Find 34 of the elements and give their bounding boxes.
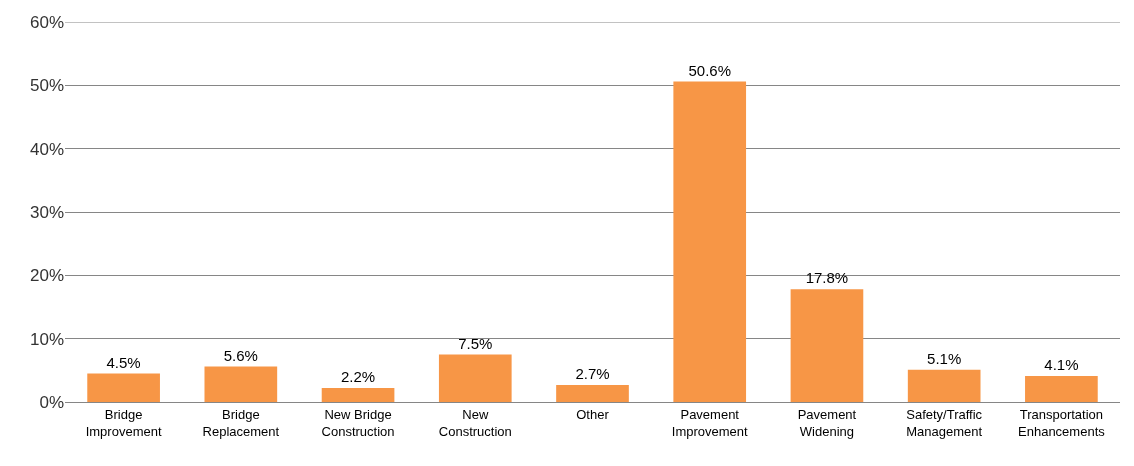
data-label: 4.1% (1044, 356, 1079, 374)
x-tick-label: Other (576, 406, 610, 422)
x-tick-label: Pavement Widening (797, 406, 857, 439)
data-label: 50.6% (688, 61, 731, 79)
data-label: 7.5% (458, 334, 493, 352)
y-tick-label: 40% (29, 139, 64, 159)
x-tick-label: Bridge Replacement (202, 406, 280, 439)
bar (321, 388, 395, 402)
bar (673, 81, 747, 402)
bar (204, 366, 278, 402)
x-tick-label: New Bridge Construction (321, 406, 395, 439)
x-tick-label: Safety/Traffic Management (906, 406, 983, 439)
x-tick-label: Pavement Improvement (671, 406, 749, 439)
y-tick-label: 50% (29, 76, 64, 96)
data-label: 5.6% (223, 346, 258, 364)
y-tick-label: 30% (29, 202, 64, 222)
y-tick-label: 10% (29, 329, 64, 349)
y-tick-label: 20% (29, 266, 64, 286)
data-label: 17.8% (805, 269, 849, 287)
bar (907, 369, 981, 402)
y-tick-label: 0% (39, 392, 64, 412)
bar (438, 354, 512, 402)
bar (1025, 376, 1098, 402)
data-label: 2.2% (340, 368, 376, 386)
data-label: 5.1% (927, 349, 962, 367)
data-label: 2.7% (575, 364, 610, 382)
x-tick-label: Bridge Improvement (85, 406, 162, 439)
bar (790, 289, 864, 402)
x-tick-label: New Construction (438, 406, 512, 439)
data-label: 4.5% (106, 353, 141, 371)
bar (556, 384, 629, 402)
y-tick-label: 60% (29, 12, 64, 32)
bar (87, 373, 160, 402)
x-tick-label: Transportation Enhancements (1018, 406, 1106, 439)
